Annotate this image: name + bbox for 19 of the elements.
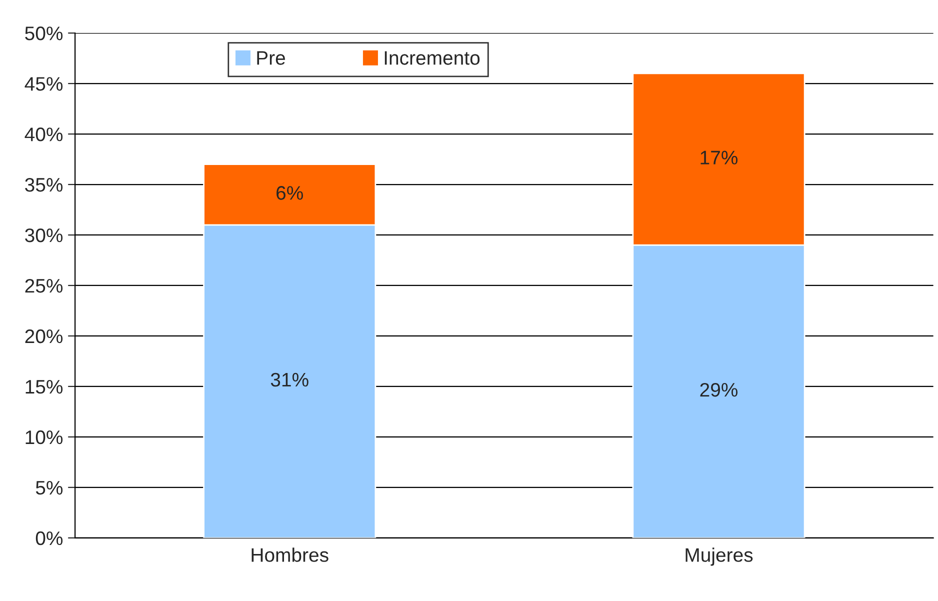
data-label: 6% — [276, 186, 303, 200]
y-tick-label: 0% — [36, 531, 63, 546]
y-tick-label: 30% — [25, 228, 63, 242]
data-label: 17% — [700, 150, 738, 164]
y-tick-label: 25% — [25, 278, 63, 293]
y-tick-label: 10% — [26, 430, 63, 444]
y-tick-label: 5% — [36, 480, 63, 495]
y-tick-label: 50% — [25, 26, 63, 40]
x-tick-label: Hombres — [252, 548, 328, 562]
data-label: 29% — [700, 382, 738, 397]
y-tick-label: 35% — [25, 178, 63, 192]
y-tick-label: 40% — [24, 127, 63, 142]
data-label: 31% — [270, 372, 308, 387]
x-tick-label: Mujeres — [686, 548, 753, 566]
legend-label: Incremento — [384, 51, 480, 65]
y-tick-label: 20% — [25, 329, 63, 344]
y-tick-label: 15% — [26, 380, 63, 394]
legend-label: Pre — [257, 51, 286, 65]
y-tick-label: 45% — [24, 77, 63, 91]
